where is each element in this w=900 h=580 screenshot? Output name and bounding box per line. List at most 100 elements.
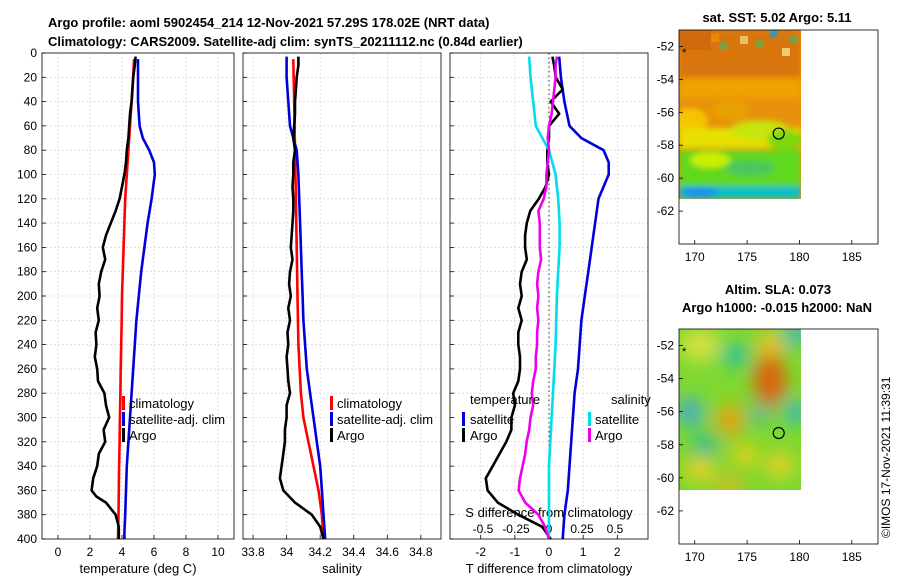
map-y-tick-label: -62 <box>657 204 675 218</box>
legend-label-argo: Argo <box>129 428 156 443</box>
plot-frame <box>41 52 235 540</box>
legend-swatch-satellite <box>122 412 125 426</box>
sst-argo-marker <box>772 127 785 140</box>
map-y-tick-label: -56 <box>657 105 675 119</box>
legend-swatch-temp-argo <box>462 428 465 442</box>
map-y-tick-label: -54 <box>657 72 675 86</box>
series-line-salinity-argo <box>517 56 559 540</box>
secondary-tick-label: -0.25 <box>502 522 530 536</box>
legend-swatch-satellite <box>330 412 333 426</box>
y-tick-label: 400 <box>17 532 37 546</box>
map-x-tick-label: 170 <box>685 550 705 564</box>
y-tick-label: 20 <box>24 70 38 84</box>
sst-map-panel: sat. SST: 5.02 Argo: 5.11 <box>657 10 879 264</box>
sla-map-subtitle: Argo h1000: -0.015 h2000: NaN <box>682 300 872 315</box>
y-tick-label: 320 <box>17 435 37 449</box>
legend-swatch-temp-satellite <box>462 412 465 426</box>
x-tick-label: -2 <box>475 545 486 559</box>
x-axis-label: salinity <box>322 561 362 576</box>
sla-map-axes: 170 175 180 185 -52 -54 -56 -58 -60 -62 * <box>657 339 862 564</box>
x-tick-label: 1 <box>580 545 587 559</box>
x-tick-label: 34.4 <box>342 545 366 559</box>
x-tick-label: 8 <box>183 545 190 559</box>
difference-legend: temperature salinity satellite Argo sate… <box>462 392 651 443</box>
x-tick-label: 6 <box>151 545 158 559</box>
y-tick-label: 160 <box>17 240 37 254</box>
y-tick-label: 280 <box>17 386 37 400</box>
legend-swatch-climatology <box>122 396 125 410</box>
y-tick-label: 120 <box>17 192 37 206</box>
y-tick-label: 220 <box>17 313 37 327</box>
legend-swatch-sal-satellite <box>588 412 591 426</box>
legend-swatch-argo <box>330 428 333 442</box>
x-tick-label: 34 <box>280 545 294 559</box>
map-small-marker: * <box>682 346 687 358</box>
map-y-tick-label: -56 <box>657 405 675 419</box>
legend-label-temp-argo: Argo <box>470 428 497 443</box>
series-line-argo <box>278 56 325 540</box>
legend-label-satellite: satellite-adj. clim <box>337 412 433 427</box>
y-tick-label: 60 <box>24 119 38 133</box>
map-x-tick-label: 185 <box>842 550 862 564</box>
map-x-tick-label: 175 <box>737 250 757 264</box>
x-tick-label: 10 <box>211 545 225 559</box>
sla-field <box>679 329 801 490</box>
sst-field <box>679 30 801 199</box>
salinity-legend: climatology satellite-adj. clim Argo <box>330 396 433 443</box>
series-line-satellite-adj-clim <box>285 56 327 540</box>
y-tick-label: 80 <box>24 143 38 157</box>
sst-map-axes: 170 175 180 185 -52 -54 -56 -58 -60 -62 * <box>657 39 862 264</box>
secondary-tick-label: 0.5 <box>607 522 624 536</box>
y-tick-label: 360 <box>17 483 37 497</box>
sla-map-panel: Altim. SLA: 0.073 Argo h1000: -0.015 h20… <box>657 282 879 564</box>
series-line-satellite-adj-clim <box>123 59 157 539</box>
map-y-tick-label: -52 <box>657 39 675 53</box>
temperature-legend: climatology satellite-adj. clim Argo <box>122 396 225 443</box>
series-line-argo <box>90 56 137 539</box>
x-tick-label: -1 <box>510 545 521 559</box>
y-tick-label: 300 <box>17 411 37 425</box>
x-tick-label: 34.6 <box>376 545 400 559</box>
x-tick-label: 33.8 <box>241 545 265 559</box>
x-tick-label: 0 <box>546 545 553 559</box>
map-x-tick-label: 180 <box>789 550 809 564</box>
y-tick-label: 0 <box>30 46 37 60</box>
plot-frame <box>242 52 442 540</box>
header-line-2: Climatology: CARS2009. Satellite-adj cli… <box>48 34 523 49</box>
x-tick-label: 34.2 <box>309 545 333 559</box>
x-tick-label: 0 <box>55 545 62 559</box>
legend-swatch-climatology <box>330 396 333 410</box>
secondary-tick-label: 0.25 <box>570 522 594 536</box>
legend-label-argo: Argo <box>337 428 364 443</box>
y-tick-label: 260 <box>17 362 37 376</box>
secondary-tick-label: -0.5 <box>473 522 494 536</box>
legend-swatch-argo <box>122 428 125 442</box>
y-tick-label: 380 <box>17 508 37 522</box>
y-tick-label: 140 <box>17 216 37 230</box>
map-small-marker: * <box>682 47 687 59</box>
series-line-salinity-satellite <box>527 56 561 539</box>
x-tick-label: 34.8 <box>409 545 433 559</box>
x-axis-label: T difference from climatology <box>466 561 633 576</box>
x-axis-label: temperature (deg C) <box>79 561 196 576</box>
sla-map-title: Altim. SLA: 0.073 <box>725 282 831 297</box>
map-y-tick-label: -58 <box>657 138 675 152</box>
map-y-tick-label: -60 <box>657 171 675 185</box>
map-y-tick-label: -62 <box>657 504 675 518</box>
temperature-panel: 0 2 4 6 8 10 temperature (deg C) 0 20 40 60 80 100 12… <box>17 46 235 576</box>
legend-label-climatology: climatology <box>129 396 195 411</box>
header-line-1: Argo profile: aoml 5902454_214 12-Nov-20… <box>48 15 490 30</box>
legend-title-salinity: salinity <box>611 392 651 407</box>
map-x-tick-label: 185 <box>842 250 862 264</box>
legend-label-temp-satellite: satellite <box>470 412 514 427</box>
sla-argo-marker <box>772 426 785 440</box>
x-tick-label: 2 <box>87 545 94 559</box>
plot-frame <box>449 52 649 540</box>
x-tick-label: 4 <box>119 545 126 559</box>
y-tick-label: 340 <box>17 459 37 473</box>
legend-label-climatology: climatology <box>337 396 403 411</box>
y-tick-label: 180 <box>17 265 37 279</box>
map-y-tick-label: -54 <box>657 372 675 386</box>
